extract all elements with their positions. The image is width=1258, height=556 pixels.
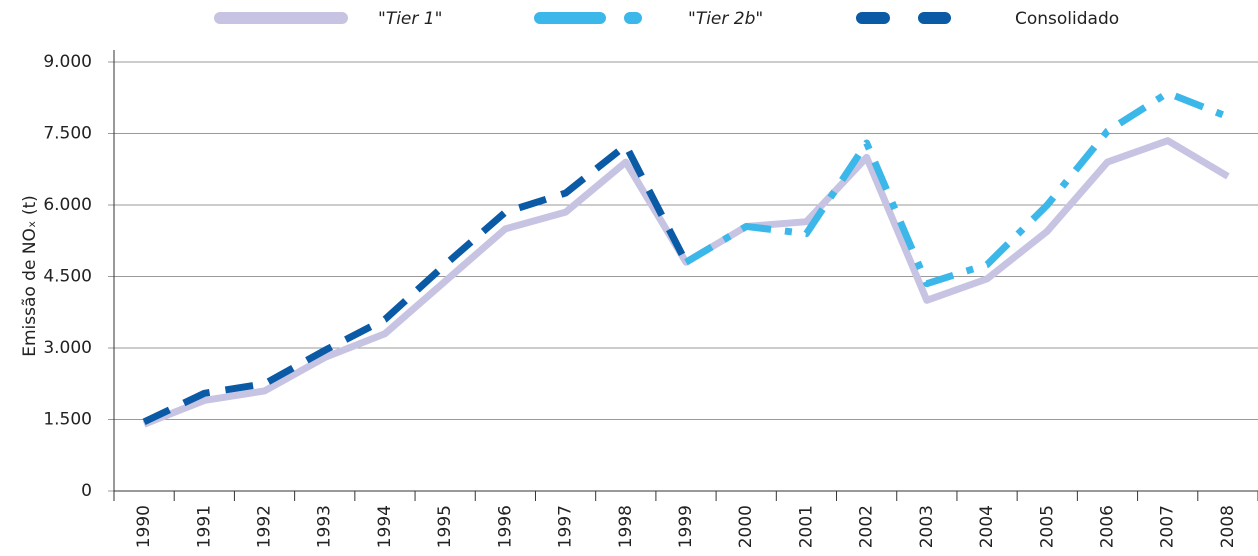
series-line — [684, 89, 1230, 288]
x-tick-label: 1992 — [255, 505, 275, 548]
y-tick-label: 9.000 — [43, 52, 92, 72]
x-tick-label: 1991 — [194, 505, 214, 548]
y-axis-label: Emissão de NOₓ (t) — [20, 195, 40, 357]
x-tick-label: 2002 — [857, 505, 877, 548]
x-tick-label: 2003 — [917, 505, 937, 548]
y-tick-label: 1.500 — [43, 410, 92, 430]
x-tick-label: 2001 — [796, 505, 816, 548]
x-tick-label: 2004 — [977, 505, 997, 548]
x-tick-label: 1990 — [134, 505, 154, 548]
legend-label: "Tier 1" — [378, 9, 442, 29]
x-tick-label: 1997 — [556, 505, 576, 548]
y-tick-label: 0 — [81, 481, 92, 501]
x-tick-label: 2000 — [736, 505, 756, 548]
x-tick-label: 2007 — [1158, 505, 1178, 548]
x-tick-label: 1996 — [495, 505, 515, 548]
y-tick-label: 3.000 — [43, 338, 92, 358]
x-tick-label: 2005 — [1037, 505, 1057, 548]
legend-label: Consolidado — [1015, 9, 1119, 29]
x-tick-label: 2006 — [1097, 505, 1117, 548]
y-tick-label: 6.000 — [43, 195, 92, 215]
legend-label: "Tier 2b" — [688, 9, 763, 29]
x-tick-label: 1999 — [676, 505, 696, 548]
y-tick-label: 7.500 — [43, 124, 92, 144]
series-line — [142, 141, 690, 426]
x-tick-label: 1998 — [616, 505, 636, 548]
x-tick-label: 1993 — [315, 505, 335, 548]
x-tick-label: 1994 — [375, 505, 395, 548]
x-tick-label: 2008 — [1218, 505, 1238, 548]
y-tick-label: 4.500 — [43, 267, 92, 287]
x-tick-label: 1995 — [435, 505, 455, 548]
